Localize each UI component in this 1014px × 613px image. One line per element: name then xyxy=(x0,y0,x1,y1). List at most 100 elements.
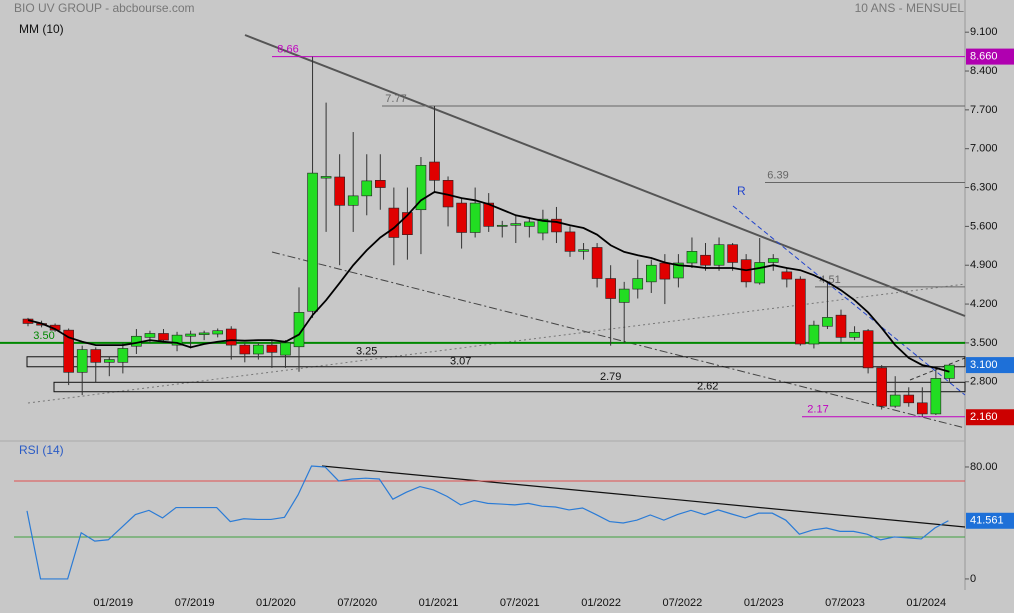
candle-body xyxy=(632,278,644,290)
candle-body xyxy=(320,176,332,179)
level-label: 8.66 xyxy=(277,44,298,56)
candle-body xyxy=(564,231,576,252)
candle-body xyxy=(591,247,603,279)
level-label: 2.17 xyxy=(807,404,828,416)
y-tick-label: 9.100 xyxy=(970,26,998,38)
zone-label: 3.25 xyxy=(356,346,377,358)
candle-body xyxy=(429,161,440,181)
zone-label: 2.79 xyxy=(600,371,621,383)
candle-body xyxy=(754,262,766,284)
candle-body xyxy=(334,176,345,206)
candle-body xyxy=(253,344,264,355)
candle-body xyxy=(374,180,386,188)
trend-line xyxy=(271,251,966,429)
candle-body xyxy=(347,195,359,206)
zone xyxy=(53,381,966,393)
level-label: 4.51 xyxy=(819,274,840,286)
candle-body xyxy=(849,332,860,338)
price-marker xyxy=(966,512,1014,529)
candle-body xyxy=(131,335,142,347)
x-tick-label: 01/2023 xyxy=(744,597,784,609)
legend-entry: RSI (14) xyxy=(19,443,64,457)
x-tick-label: 01/2022 xyxy=(581,597,621,609)
candle-body xyxy=(795,278,806,345)
candle-body xyxy=(293,312,305,348)
candle-body xyxy=(645,264,657,283)
price-marker-label: 2.160 xyxy=(970,411,998,423)
x-tick-label: 01/2021 xyxy=(419,597,459,609)
candle-body xyxy=(171,334,183,346)
price-marker xyxy=(966,357,1014,374)
zone xyxy=(26,356,966,368)
candle-body xyxy=(388,207,400,238)
candle-body xyxy=(280,342,291,356)
x-tick-label: 07/2020 xyxy=(337,597,377,609)
x-tick-label: 01/2019 xyxy=(93,597,133,609)
candle-body xyxy=(510,223,522,226)
level-label: 7.77 xyxy=(385,93,406,105)
candle-body xyxy=(862,330,874,369)
candle-body xyxy=(117,348,129,363)
y-tick-label: 4.900 xyxy=(970,259,998,271)
moving-average xyxy=(27,191,950,373)
candle-body xyxy=(551,218,562,233)
trend-line xyxy=(244,34,966,317)
candle-body xyxy=(496,224,508,227)
candle-body xyxy=(524,221,535,227)
candle-body xyxy=(713,244,725,266)
candle-body xyxy=(266,344,278,353)
y-tick-label: 4.200 xyxy=(970,298,998,310)
candle-body xyxy=(835,314,847,338)
candle-body xyxy=(402,212,413,236)
candle-body xyxy=(727,244,738,263)
x-tick-label: 07/2019 xyxy=(175,597,215,609)
x-tick-label: 01/2024 xyxy=(906,597,946,609)
y-tick-label: 80.00 xyxy=(970,461,998,473)
chart-subtitle: 10 ANS - MENSUEL xyxy=(855,1,965,15)
x-tick-label: 07/2021 xyxy=(500,597,540,609)
candle-body xyxy=(225,328,237,346)
y-tick-label: 0 xyxy=(970,573,976,585)
rsi-trend-line xyxy=(321,465,966,528)
candle-body xyxy=(469,202,481,233)
level-label: 6.39 xyxy=(767,169,788,181)
price-marker xyxy=(966,48,1014,65)
y-tick-label: 5.600 xyxy=(970,220,998,232)
trend-line xyxy=(732,205,966,396)
candle-body xyxy=(239,344,251,355)
candle-body xyxy=(822,317,833,327)
rsi-line xyxy=(26,465,949,580)
candle-body xyxy=(889,394,901,407)
candle-body xyxy=(673,262,684,279)
candle-body xyxy=(605,278,616,299)
candle-body xyxy=(456,202,467,233)
chart-title: BIO UV GROUP - abcbourse.com xyxy=(14,1,195,15)
candle-body xyxy=(659,262,671,280)
candle-body xyxy=(104,359,115,363)
candle-body xyxy=(198,332,210,335)
x-tick-label: 07/2023 xyxy=(825,597,865,609)
y-tick-label: 8.400 xyxy=(970,65,998,77)
y-tick-label: 7.000 xyxy=(970,143,998,155)
legend-entry: MM (10) xyxy=(19,22,64,36)
level-label: 3.50 xyxy=(33,330,54,342)
candle-body xyxy=(212,330,223,335)
y-tick-label: 3.500 xyxy=(970,337,998,349)
candle-body xyxy=(916,402,928,415)
trend-label: R xyxy=(737,184,746,198)
candle-body xyxy=(415,165,427,211)
candle-body xyxy=(63,329,74,373)
candle-body xyxy=(361,180,373,197)
candle-body xyxy=(686,251,698,264)
x-tick-label: 01/2020 xyxy=(256,597,296,609)
candle-body xyxy=(930,378,942,415)
candle-body xyxy=(185,333,196,337)
candle-body xyxy=(903,394,915,404)
y-tick-label: 7.700 xyxy=(970,104,998,116)
candle-body xyxy=(158,333,169,341)
candle-body xyxy=(618,288,630,303)
candle-body xyxy=(537,218,549,234)
candle-body xyxy=(90,349,102,363)
candle-body xyxy=(700,254,711,266)
